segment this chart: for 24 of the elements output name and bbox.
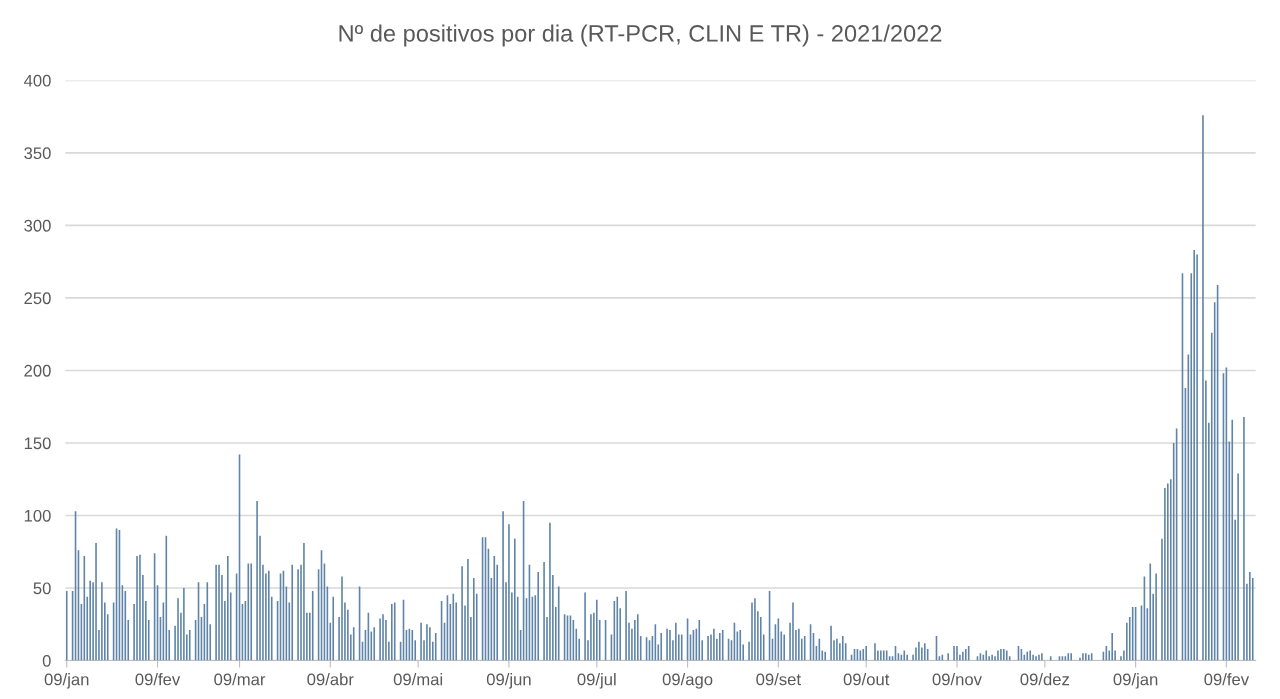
x-tick-label: 09/jan (1113, 673, 1158, 689)
y-tick-label: 250 (24, 292, 51, 305)
y-tick-label: 150 (24, 437, 51, 450)
x-tick-label: 09/mar (214, 673, 266, 686)
chart-title: Nº de positivos por dia (RT-PCR, CLIN E TR) - 2021/2022 (339, 24, 942, 47)
x-tick-label: 09/fev (1204, 673, 1250, 686)
x-tick-label: 09/ago (662, 673, 713, 689)
x-tick-label: 09/jul (577, 673, 616, 689)
y-tick-label: 300 (24, 219, 51, 232)
x-tick-label: 09/nov (932, 673, 982, 686)
y-tick-label: 50 (33, 582, 51, 595)
x-tick-label: 09/mai (393, 673, 443, 686)
x-tick-label: 09/abr (307, 673, 354, 686)
x-tick-label: 09/jun (486, 673, 531, 689)
y-tick-label: 100 (24, 509, 51, 522)
y-tick-label: 400 (23, 74, 51, 87)
y-tick-label: 350 (24, 147, 51, 160)
x-tick-label: 09/dez (1020, 673, 1070, 686)
x-tick-label: 09/jan (44, 673, 89, 689)
y-tick-label: 200 (24, 364, 51, 377)
y-tick-label: 0 (42, 654, 51, 667)
x-tick-label: 09/fev (135, 673, 181, 686)
x-tick-label: 09/out (843, 673, 890, 686)
x-tick-label: 09/set (756, 673, 801, 686)
